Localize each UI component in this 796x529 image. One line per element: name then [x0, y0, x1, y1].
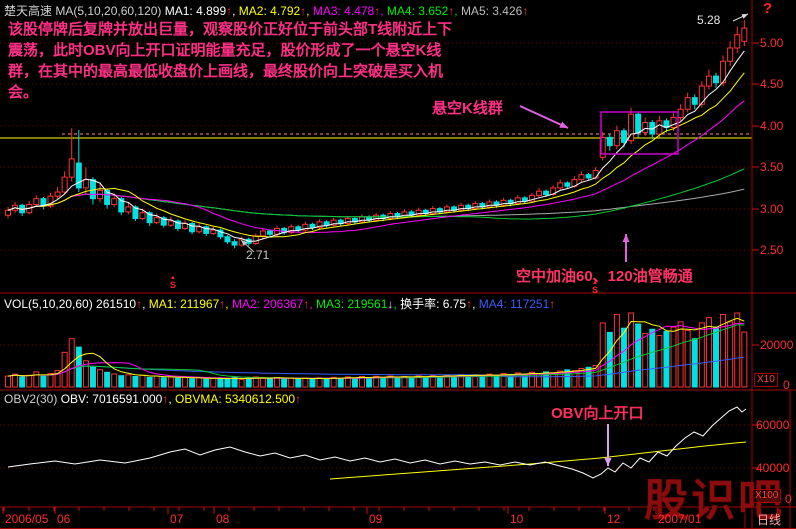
low-arrow — [241, 240, 248, 246]
indicator-value: MA4: 3.652 — [386, 4, 449, 18]
date-axis-label: 10 — [510, 512, 524, 526]
price-axis-tick: 4.00 — [760, 119, 784, 133]
note-line: 会。 — [8, 84, 39, 101]
hanging-group-box — [600, 111, 679, 155]
obv-lines — [7, 406, 747, 480]
ex-rights-marker-arrow: ▲ — [170, 275, 176, 281]
indicator-value: ↑ — [295, 392, 302, 406]
date-axis-label: 12 — [607, 512, 621, 526]
volume-axis-zero: 0 — [783, 378, 790, 392]
obv-indicator-header: OBV2(30) OBV: 7016591.000↑, OBVMA: 53406… — [4, 392, 301, 406]
indicator-value: , — [225, 297, 232, 311]
indicator-value: , — [454, 4, 461, 18]
indicator-value: , — [393, 297, 401, 311]
indicator-value: ↑ — [448, 4, 455, 18]
hanging-group-arrow — [559, 121, 568, 128]
indicator-value: ↑ — [226, 4, 233, 18]
date-axis-label: 09 — [369, 512, 383, 526]
indicator-value: MA1: 211967 — [148, 297, 220, 311]
indicator-value: OBVMA: 5340612.500 — [175, 392, 296, 406]
gridlines — [0, 42, 752, 469]
obv-scale-badge: X100 — [752, 489, 782, 503]
volume-scale-badge: X10 — [754, 373, 778, 387]
indicator-value: OBV: 7016591.000 — [60, 392, 163, 406]
volume-bars — [5, 312, 748, 388]
indicator-value: , — [309, 297, 317, 311]
drawn-lines — [0, 133, 752, 139]
indicator-value: MA3: 219561 — [316, 297, 388, 311]
note-line: 该股停牌后复牌并放出巨量，观察股价正好位于前头部T线附近上下 — [8, 21, 453, 38]
indicator-value: , — [306, 4, 313, 18]
period-selector[interactable]: 日线 — [756, 513, 781, 527]
indicator-value: , — [142, 297, 149, 311]
indicator-value: ↑ — [374, 4, 381, 18]
price-ma-lines — [7, 50, 745, 242]
obv-axis-tick-upper: 60000 — [756, 418, 790, 432]
indicator-value: MA5: 3.426 — [460, 4, 523, 18]
indicator-value: , — [472, 297, 479, 311]
refuel-arrow — [622, 234, 630, 242]
indicator-value: MA3: 4.478 — [312, 4, 375, 18]
indicator-value: , — [232, 4, 239, 18]
refuel-label: 空中加油60、120油管畅通 — [516, 268, 693, 285]
volume-indicator-header: VOL(5,10,20,60) 261510↑, MA1: 211967↑, M… — [4, 295, 555, 312]
price-axis-tick: 5.00 — [760, 36, 784, 50]
date-ticks — [2, 507, 730, 514]
note-line: 群，在其中的最高最低收盘价上画线，最终股价向上突破是买入机 — [8, 63, 444, 80]
indicator-value: , — [380, 4, 387, 18]
indicator-value: ↑ — [162, 392, 169, 406]
price-axis-tick: 4.50 — [760, 77, 784, 91]
ex-rights-marker-letter: S — [170, 280, 177, 290]
volume-ma-lines — [7, 317, 745, 380]
main-indicator-header: 楚天高速 MA(5,10,20,60,120) MA1: 4.899↑, MA2… — [4, 2, 528, 19]
indicator-value: ↑ — [549, 297, 556, 311]
indicator-value: ↑ — [219, 297, 226, 311]
note-line: 震荡，此时OBV向上开口证明能量充足，股价形成了一个悬空K线 — [8, 42, 442, 59]
indicator-value: 楚天高速 — [4, 4, 56, 18]
peak-price-label: 5.28 — [697, 13, 721, 27]
ex-rights-marker-letter: S — [592, 285, 599, 295]
obv-axis-tick-lower: 40000 — [756, 461, 790, 475]
indicator-value: MA1: 4.899 — [164, 4, 227, 18]
obv-open-label: OBV向上开口 — [551, 405, 644, 422]
indicator-value: VOL(5,10,20,60) 261510 — [4, 297, 137, 311]
watermark: 股识吧 — [644, 475, 785, 526]
obv-open-arrow — [604, 458, 612, 466]
price-axis-tick: 3.00 — [760, 202, 784, 216]
indicator-value: ↑ — [136, 297, 143, 311]
ex-rights-marker: ▲ S — [170, 275, 177, 290]
date-axis-label: 07 — [170, 512, 184, 526]
indicator-value: , — [168, 392, 176, 406]
indicator-value: MA(5,10,20,60,120) — [55, 4, 165, 18]
price-axis-tick: 3.50 — [760, 160, 784, 174]
indicator-value: ↓ — [387, 297, 394, 311]
help-icon[interactable]: ? — [763, 0, 773, 17]
indicator-value: MA4: 117251 — [478, 297, 550, 311]
date-axis-label: 2006/05 — [5, 512, 49, 526]
indicator-value: ↑ — [303, 297, 310, 311]
analysis-note: 该股停牌后复牌并放出巨量，观察股价正好位于前头部T线附近上下 震荡，此时OBV向… — [8, 19, 553, 103]
annotation-arrows — [240, 13, 749, 466]
indicator-value: 换手率: 6.75 — [400, 297, 467, 311]
ex-rights-marker: ▲ S — [592, 280, 599, 295]
price-axis-tick: 2.50 — [760, 243, 784, 257]
indicator-value: ↑ — [300, 4, 307, 18]
date-axis-label: 06 — [57, 512, 71, 526]
obv-axis-zero: 0 — [785, 492, 792, 506]
low-price-label: 2.71 — [246, 248, 270, 262]
indicator-value: ↑ — [466, 297, 473, 311]
indicator-value: OBV2(30) — [4, 392, 61, 406]
volume-axis-tick: 20000 — [760, 338, 794, 352]
indicator-value: MA2: 4.792 — [238, 4, 301, 18]
hanging-kline-group-label: 悬空K线群 — [432, 100, 503, 117]
date-axis-label: 08 — [216, 512, 230, 526]
date-axis-label: 2007/01 — [658, 512, 702, 526]
indicator-value: ↑ — [522, 4, 529, 18]
peak-arrow — [741, 14, 748, 19]
ex-rights-marker-arrow: ▲ — [592, 280, 598, 286]
indicator-value: MA2: 206367 — [231, 297, 304, 311]
